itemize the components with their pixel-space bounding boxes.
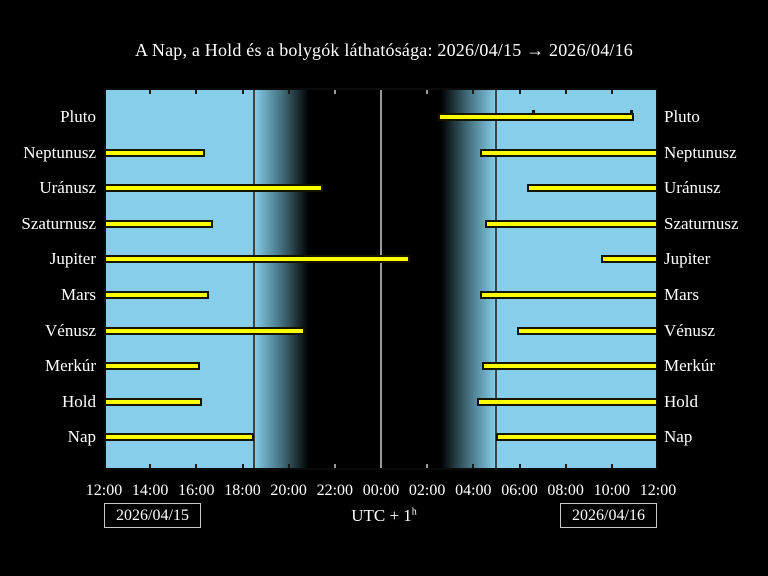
row-label-left-jupiter: Jupiter	[49, 249, 96, 269]
row-label-left-merkúr: Merkúr	[45, 356, 96, 376]
axis-tick-bottom	[104, 464, 106, 470]
visibility-bar-evening-nap	[104, 433, 254, 442]
axis-tick-top	[472, 88, 475, 94]
visibility-bar-evening-vénusz	[104, 326, 305, 335]
row-label-right-mars: Mars	[664, 285, 699, 304]
x-tick-label-10: 08:00	[547, 482, 584, 499]
transit-marker-pluto	[532, 110, 536, 113]
axis-tick-top	[610, 88, 613, 94]
axis-tick-bottom	[333, 464, 336, 470]
axis-tick-bottom	[656, 464, 658, 470]
row-label-right-nap: Nap	[664, 427, 693, 447]
row-label-right-neptunusz: Neptunusz	[664, 142, 737, 162]
row-label-left-uránusz: Uránusz	[39, 178, 96, 198]
plot-area	[104, 88, 658, 470]
x-tick-label-2: 16:00	[178, 482, 215, 499]
axis-tick-bottom	[149, 464, 152, 470]
visibility-bar-evening-mars	[104, 291, 209, 299]
visibility-bar-morning-neptunusz	[480, 148, 658, 157]
timezone-label-base: UTC + 1	[351, 506, 412, 525]
transit-marker-pluto	[630, 110, 634, 113]
row-label-right-pluto: Pluto	[664, 107, 700, 126]
axis-tick-top	[656, 88, 658, 94]
visibility-bar-morning-vénusz	[517, 326, 658, 335]
row-label-right-vénusz: Vénusz	[664, 320, 715, 340]
x-tick-label-1: 14:00	[131, 482, 169, 499]
visibility-bar-morning-jupiter	[600, 255, 658, 264]
axis-tick-top	[287, 88, 290, 94]
visibility-bar-morning-mars	[480, 291, 658, 299]
axis-tick-bottom	[426, 464, 429, 470]
sunset-line	[252, 88, 255, 470]
axis-tick-bottom	[380, 464, 382, 470]
x-tick-label-12: 12:00	[639, 482, 677, 499]
axis-tick-bottom	[472, 464, 475, 470]
row-label-left-mars: Mars	[61, 285, 96, 304]
visibility-bar-evening-szaturnusz	[104, 219, 213, 228]
date-box-start: 2026/04/15	[104, 503, 201, 528]
timezone-label-sup: h	[411, 506, 417, 518]
row-label-right-jupiter: Jupiter	[664, 249, 711, 269]
axis-tick-top	[195, 88, 198, 94]
row-label-left-nap: Nap	[67, 427, 96, 447]
x-tick-label-5: 22:00	[316, 482, 354, 499]
axis-tick-top	[149, 88, 152, 94]
visibility-bar-evening-uránusz	[104, 184, 323, 193]
row-label-right-szaturnusz: Szaturnusz	[664, 213, 739, 233]
axis-tick-top	[564, 88, 567, 94]
row-label-left-neptunusz: Neptunusz	[23, 142, 96, 162]
visibility-bar-morning-szaturnusz	[485, 219, 658, 228]
axis-tick-bottom	[195, 464, 198, 470]
row-label-left-pluto: Pluto	[60, 107, 96, 126]
x-tick-label-8: 04:00	[455, 482, 492, 499]
axis-tick-top	[333, 88, 336, 94]
axis-tick-top	[380, 88, 382, 94]
x-tick-label-6: 00:00	[362, 482, 400, 499]
axis-tick-top	[104, 88, 106, 94]
date-box-end: 2026/04/16	[560, 503, 657, 528]
axis-tick-bottom	[518, 464, 521, 470]
row-label-left-vénusz: Vénusz	[45, 320, 96, 340]
axis-tick-bottom	[241, 464, 244, 470]
visibility-bar-evening-hold	[104, 397, 202, 406]
visibility-bar-evening-neptunusz	[104, 148, 205, 157]
visibility-bar-morning-uránusz	[527, 184, 658, 193]
x-tick-label-4: 20:00	[270, 482, 307, 499]
row-label-right-uránusz: Uránusz	[664, 178, 721, 198]
axis-tick-top	[241, 88, 244, 94]
x-tick-label-9: 06:00	[501, 482, 538, 499]
axis-tick-top	[426, 88, 429, 94]
visibility-bar-morning-merkúr	[482, 362, 658, 371]
sunrise-line	[495, 88, 498, 470]
timezone-label: UTC + 1h	[0, 506, 768, 526]
visibility-bar-morning-nap	[496, 433, 658, 442]
x-tick-label-11: 10:00	[593, 482, 631, 499]
chart-title: A Nap, a Hold és a bolygók láthatósága: …	[134, 40, 634, 60]
midnight-line	[380, 88, 382, 470]
x-tick-label-7: 02:00	[408, 482, 446, 499]
x-tick-label-0: 12:00	[85, 482, 123, 499]
axis-tick-bottom	[610, 464, 613, 470]
row-label-left-szaturnusz: Szaturnusz	[21, 213, 96, 233]
axis-tick-top	[518, 88, 521, 94]
x-tick-label-3: 18:00	[224, 482, 261, 499]
visibility-bar-morning-pluto	[438, 113, 634, 121]
visibility-bar-morning-hold	[477, 397, 658, 406]
visibility-bar-evening-jupiter	[104, 255, 411, 264]
row-label-left-hold: Hold	[62, 391, 96, 411]
axis-tick-bottom	[564, 464, 567, 470]
axis-tick-bottom	[287, 464, 290, 470]
row-label-right-hold: Hold	[664, 391, 698, 411]
visibility-bar-evening-merkúr	[104, 362, 200, 371]
row-label-right-merkúr: Merkúr	[664, 356, 715, 376]
